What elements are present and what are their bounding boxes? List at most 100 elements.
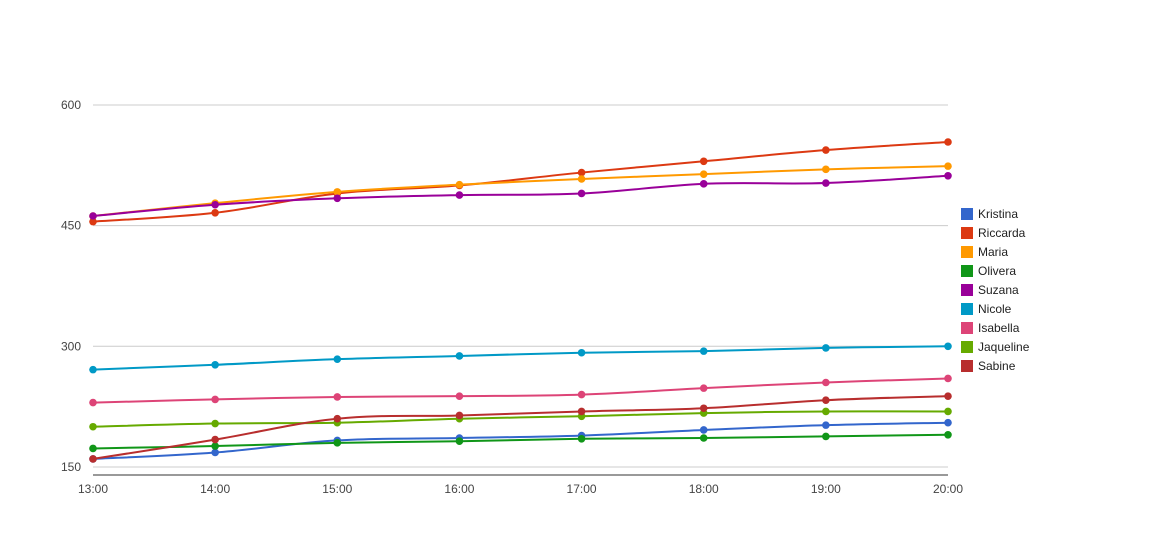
- data-point[interactable]: [211, 208, 219, 217]
- data-point[interactable]: [455, 180, 464, 189]
- data-point[interactable]: [577, 175, 586, 183]
- legend-item-isabella[interactable]: Isabella: [961, 321, 1020, 335]
- legend-swatch: [961, 360, 973, 372]
- data-point[interactable]: [699, 426, 708, 434]
- series-line: [92, 433, 949, 450]
- data-point[interactable]: [455, 352, 464, 360]
- data-point[interactable]: [333, 439, 342, 447]
- data-point[interactable]: [699, 170, 708, 178]
- data-point[interactable]: [455, 411, 464, 420]
- data-point[interactable]: [822, 407, 830, 416]
- data-point[interactable]: [89, 212, 97, 220]
- data-point[interactable]: [577, 189, 586, 198]
- data-point[interactable]: [822, 378, 830, 387]
- series-line: [92, 345, 949, 371]
- legend-item-maria[interactable]: Maria: [961, 245, 1008, 259]
- data-point[interactable]: [822, 165, 830, 174]
- legend-swatch: [961, 246, 973, 258]
- data-point[interactable]: [577, 168, 586, 177]
- data-point[interactable]: [944, 407, 952, 416]
- data-point[interactable]: [455, 392, 464, 400]
- data-point[interactable]: [89, 444, 97, 453]
- data-point[interactable]: [89, 422, 97, 431]
- data-point[interactable]: [699, 434, 708, 442]
- legend-label: Jaqueline: [978, 340, 1030, 354]
- data-point[interactable]: [211, 442, 219, 450]
- data-point[interactable]: [455, 191, 464, 199]
- series-isabella: [89, 374, 952, 407]
- legend-label: Maria: [978, 245, 1008, 259]
- data-point[interactable]: [211, 448, 219, 457]
- x-tick-label: 20:00: [933, 482, 963, 496]
- legend-item-olivera[interactable]: Olivera: [961, 264, 1016, 278]
- data-point[interactable]: [211, 419, 219, 428]
- series-line: [92, 421, 949, 460]
- legend-item-riccarda[interactable]: Riccarda: [961, 226, 1026, 240]
- series-line: [92, 377, 949, 404]
- legend-item-sabine[interactable]: Sabine: [961, 359, 1016, 373]
- legend-swatch: [961, 208, 973, 220]
- legend-item-suzana[interactable]: Suzana: [961, 283, 1019, 297]
- series-suzana: [89, 171, 952, 220]
- data-point[interactable]: [89, 365, 97, 374]
- legend-label: Nicole: [978, 302, 1012, 316]
- data-point[interactable]: [333, 414, 342, 423]
- data-point[interactable]: [944, 430, 952, 439]
- legend-label: Riccarda: [978, 226, 1026, 240]
- data-point[interactable]: [944, 392, 952, 400]
- data-point[interactable]: [699, 384, 708, 392]
- legend-label: Isabella: [978, 321, 1020, 335]
- data-point[interactable]: [944, 342, 952, 351]
- legend-item-nicole[interactable]: Nicole: [961, 302, 1012, 316]
- data-point[interactable]: [944, 162, 952, 170]
- data-point[interactable]: [699, 404, 708, 413]
- data-point[interactable]: [822, 344, 830, 352]
- data-point[interactable]: [89, 217, 97, 226]
- legend-swatch: [961, 322, 973, 334]
- series-olivera: [89, 430, 952, 453]
- data-point[interactable]: [944, 374, 952, 383]
- data-point[interactable]: [89, 455, 97, 463]
- data-point[interactable]: [333, 355, 342, 363]
- data-point[interactable]: [333, 188, 342, 196]
- data-point[interactable]: [211, 200, 219, 209]
- data-point[interactable]: [577, 435, 586, 443]
- legend-item-jaqueline[interactable]: Jaqueline: [961, 340, 1030, 354]
- data-point[interactable]: [699, 347, 708, 355]
- data-point[interactable]: [822, 432, 830, 441]
- legend-swatch: [961, 284, 973, 296]
- grid-lines: [93, 104, 948, 476]
- x-tick-label: 15:00: [322, 482, 352, 496]
- legend-label: Kristina: [978, 207, 1018, 221]
- data-point[interactable]: [211, 435, 219, 444]
- data-point[interactable]: [211, 361, 219, 369]
- data-point[interactable]: [944, 171, 952, 180]
- data-point[interactable]: [577, 407, 586, 416]
- legend-item-kristina[interactable]: Kristina: [961, 207, 1018, 221]
- data-point[interactable]: [211, 395, 219, 404]
- x-tick-label: 19:00: [811, 482, 841, 496]
- series-maria: [89, 162, 952, 220]
- data-point[interactable]: [333, 194, 342, 203]
- y-tick-label: 600: [61, 98, 81, 112]
- data-point[interactable]: [333, 393, 342, 401]
- y-tick-label: 150: [61, 460, 81, 474]
- data-point[interactable]: [944, 418, 952, 427]
- data-point[interactable]: [577, 348, 586, 357]
- data-point[interactable]: [944, 138, 952, 146]
- data-point[interactable]: [822, 421, 830, 429]
- data-point[interactable]: [455, 437, 464, 446]
- data-point[interactable]: [822, 179, 830, 187]
- data-point[interactable]: [822, 396, 830, 404]
- data-point[interactable]: [699, 180, 708, 188]
- x-axis-ticks: 13:00 14:00 15:00 16:00 17:00 18:00 19:00 20:00: [78, 482, 963, 496]
- data-point[interactable]: [89, 398, 97, 407]
- data-point[interactable]: [822, 146, 830, 154]
- data-point[interactable]: [577, 390, 586, 399]
- legend-swatch: [961, 341, 973, 353]
- data-point[interactable]: [699, 157, 708, 166]
- series-line: [92, 165, 949, 217]
- legend-label: Suzana: [978, 283, 1019, 297]
- series-lines: [89, 138, 952, 463]
- legend-label: Sabine: [978, 359, 1016, 373]
